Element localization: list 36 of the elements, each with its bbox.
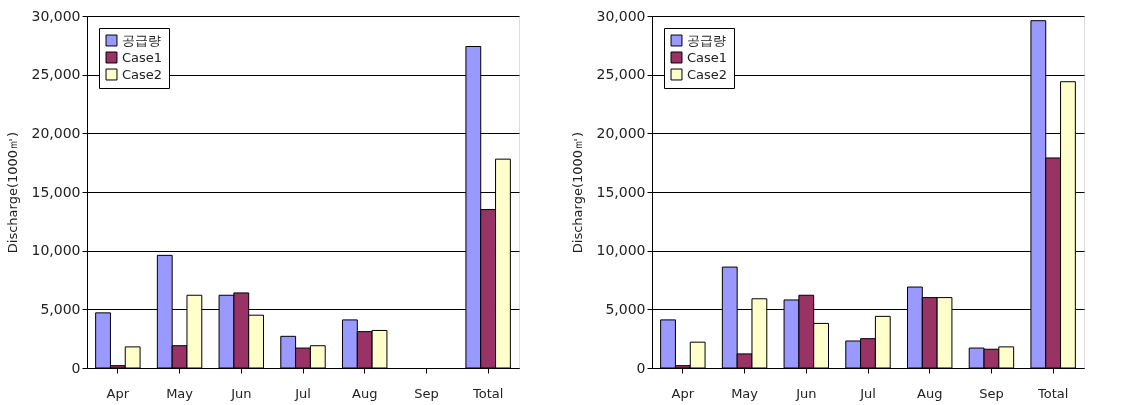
- x-tick-label: Sep: [414, 385, 439, 401]
- x-tick-label: Aug: [917, 385, 943, 401]
- x-tick-label: Total: [1036, 385, 1069, 401]
- y-tick-label: 15,000: [31, 183, 81, 200]
- x-tick-label: Aug: [352, 385, 378, 401]
- y-tick-label: 30,000: [31, 7, 81, 24]
- legend-label: Case1: [122, 49, 163, 65]
- y-axis-title: Discharge(1000㎥): [4, 131, 20, 254]
- y-tick-label: 5,000: [40, 300, 81, 317]
- x-tick-label: Jul: [294, 385, 311, 401]
- x-tick-label: May: [166, 385, 194, 401]
- y-tick-label: 20,000: [596, 124, 646, 141]
- x-tick-label: Sep: [979, 385, 1004, 401]
- y-tick-label: 25,000: [596, 66, 646, 83]
- x-tick-label: Jun: [230, 385, 252, 401]
- x-tick-label: Apr: [671, 385, 695, 401]
- y-tick-label: 10,000: [596, 242, 646, 259]
- legend-label: 공급량: [122, 32, 161, 48]
- y-tick-label: 5,000: [605, 300, 646, 317]
- x-tick-label: May: [731, 385, 759, 401]
- x-tick-label: Total: [471, 385, 504, 401]
- legend-label: Case2: [687, 66, 728, 82]
- y-tick-label: 15,000: [596, 183, 646, 200]
- x-tick-label: Jul: [859, 385, 876, 401]
- y-tick-label: 10,000: [31, 242, 81, 259]
- y-tick-label: 20,000: [31, 124, 81, 141]
- x-tick-label: Apr: [106, 385, 130, 401]
- y-tick-label: 25,000: [31, 66, 81, 83]
- y-axis-title: Discharge(1000㎥): [569, 131, 585, 254]
- y-tick-label: 30,000: [596, 7, 646, 24]
- legend-label: Case1: [687, 49, 728, 65]
- x-tick-label: Jun: [795, 385, 817, 401]
- legend-label: Case2: [122, 66, 163, 82]
- y-tick-label: 0: [636, 359, 646, 376]
- y-tick-label: 0: [71, 359, 81, 376]
- legend-label: 공급량: [687, 32, 726, 48]
